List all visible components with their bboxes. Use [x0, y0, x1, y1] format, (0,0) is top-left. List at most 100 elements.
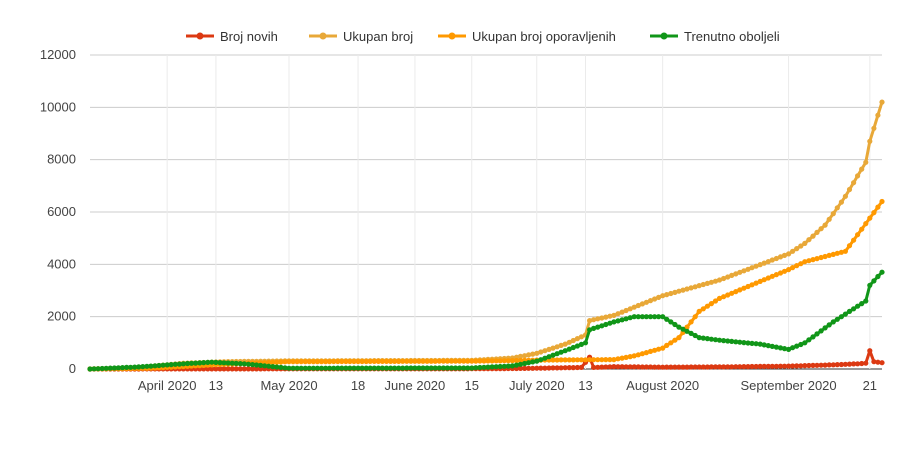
data-point	[826, 362, 832, 368]
data-point	[639, 364, 646, 370]
data-point	[684, 328, 690, 334]
data-point	[591, 364, 597, 370]
legend-item: Broj novih	[186, 29, 278, 44]
series-2	[87, 99, 885, 372]
data-point	[834, 250, 840, 256]
data-point	[749, 340, 755, 346]
data-point	[692, 284, 698, 290]
data-point	[652, 314, 658, 320]
data-point	[753, 280, 759, 286]
data-point	[115, 365, 121, 371]
data-point	[436, 358, 442, 364]
data-point	[245, 366, 251, 372]
data-point	[749, 265, 755, 271]
data-point	[851, 361, 857, 367]
data-point	[95, 366, 101, 372]
data-point	[781, 363, 788, 369]
data-point	[810, 362, 816, 368]
data-point	[875, 273, 881, 280]
data-point	[733, 339, 739, 345]
data-point	[546, 346, 552, 352]
data-point	[566, 339, 572, 345]
data-point	[842, 311, 849, 317]
data-point	[359, 365, 365, 371]
data-point	[323, 359, 329, 365]
data-point	[400, 358, 406, 364]
data-point	[623, 316, 629, 322]
data-point	[806, 237, 812, 243]
data-point	[582, 340, 589, 346]
data-point	[794, 343, 800, 349]
data-point	[542, 348, 548, 354]
data-point	[396, 365, 402, 371]
data-point	[570, 344, 576, 351]
data-point	[647, 364, 654, 370]
data-point	[396, 358, 402, 364]
data-point	[773, 272, 780, 278]
data-point	[871, 278, 877, 284]
data-point	[712, 364, 719, 370]
data-point	[656, 294, 662, 300]
data-point	[550, 365, 556, 371]
data-point	[631, 314, 637, 320]
data-point	[176, 361, 182, 367]
data-point	[656, 346, 662, 352]
data-point	[103, 365, 109, 371]
data-point	[826, 322, 832, 328]
data-point	[834, 362, 840, 368]
legend-label: Broj novih	[220, 29, 278, 44]
data-point	[578, 357, 585, 363]
y-tick-label: 6000	[47, 204, 76, 219]
data-point	[420, 358, 426, 364]
data-point	[347, 365, 353, 371]
data-point	[721, 338, 727, 344]
data-point	[672, 364, 678, 370]
data-point	[513, 357, 520, 364]
data-point	[798, 341, 804, 348]
data-point	[363, 365, 369, 371]
data-point	[253, 366, 260, 372]
data-point	[286, 359, 292, 365]
data-point	[339, 365, 345, 371]
data-point	[842, 248, 849, 254]
x-tick-label: 21	[863, 378, 877, 393]
data-point	[302, 365, 308, 371]
data-point	[249, 362, 256, 368]
data-point	[822, 362, 828, 368]
data-point	[664, 364, 670, 370]
data-point	[643, 299, 650, 305]
data-point	[660, 364, 666, 370]
data-point	[522, 353, 528, 359]
data-point	[769, 257, 775, 263]
data-point	[737, 364, 743, 370]
data-point	[680, 326, 686, 332]
data-point	[140, 364, 146, 370]
y-tick-label: 4000	[47, 256, 76, 271]
data-point	[477, 364, 483, 371]
data-point	[432, 365, 438, 371]
data-point	[838, 199, 845, 205]
data-point	[501, 358, 507, 364]
data-point	[538, 357, 544, 363]
data-point	[314, 359, 320, 365]
data-point	[294, 359, 300, 365]
data-point	[566, 357, 572, 363]
data-point	[530, 351, 536, 357]
data-point	[741, 340, 747, 346]
data-point	[591, 357, 597, 363]
data-point	[822, 222, 828, 228]
data-point	[859, 301, 865, 307]
data-point	[725, 274, 731, 280]
data-point	[172, 361, 178, 367]
data-point	[846, 243, 853, 249]
data-point	[761, 342, 767, 348]
data-point	[233, 366, 239, 372]
data-point	[558, 357, 564, 363]
data-point	[879, 269, 885, 275]
data-point	[526, 365, 532, 371]
data-point	[473, 358, 479, 364]
data-point	[168, 362, 174, 368]
series-4	[87, 269, 885, 372]
data-point	[562, 357, 568, 363]
